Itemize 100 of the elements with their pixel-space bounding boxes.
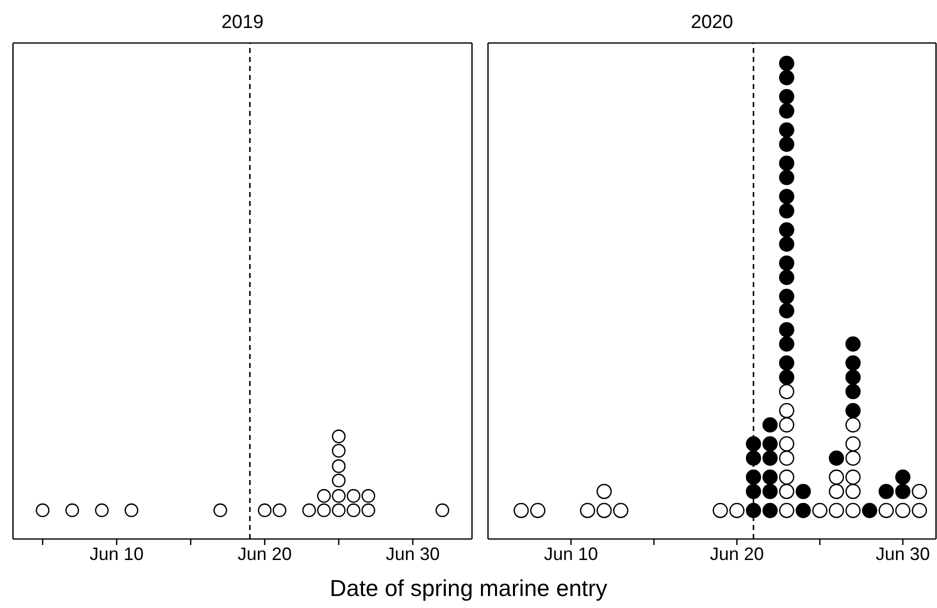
x-tick-label: Jun 20 xyxy=(710,544,764,564)
point xyxy=(762,436,778,452)
point xyxy=(712,502,728,518)
point xyxy=(332,459,346,474)
point xyxy=(779,103,794,119)
point xyxy=(845,502,861,518)
point xyxy=(746,436,762,452)
point xyxy=(514,502,529,518)
point xyxy=(779,436,794,452)
point xyxy=(779,322,794,338)
point xyxy=(213,503,228,518)
x-tick-label: Jun 30 xyxy=(386,544,440,564)
point xyxy=(828,470,844,485)
point xyxy=(779,417,794,432)
point xyxy=(828,502,844,518)
point xyxy=(796,484,811,500)
point xyxy=(746,450,762,466)
point xyxy=(762,470,778,485)
point xyxy=(779,188,794,204)
point xyxy=(302,503,316,518)
point xyxy=(779,402,794,418)
point xyxy=(845,402,861,418)
point xyxy=(94,503,109,518)
point xyxy=(845,370,861,385)
point xyxy=(779,256,794,271)
point xyxy=(845,417,861,432)
point xyxy=(779,502,794,518)
point xyxy=(762,484,778,500)
point xyxy=(779,136,794,152)
point xyxy=(779,70,794,86)
x-axis-title: Date of spring marine entry xyxy=(328,575,608,602)
point xyxy=(332,444,346,458)
point xyxy=(779,56,794,71)
point xyxy=(124,503,138,518)
point xyxy=(346,489,360,503)
point xyxy=(828,484,844,500)
point xyxy=(746,502,762,518)
point xyxy=(613,502,628,518)
point xyxy=(596,502,612,518)
point xyxy=(828,450,844,466)
point xyxy=(258,503,272,518)
point xyxy=(332,489,346,503)
point xyxy=(812,502,828,518)
point xyxy=(729,502,745,518)
point xyxy=(895,502,910,518)
point xyxy=(779,303,794,318)
point xyxy=(36,503,50,518)
point xyxy=(762,450,778,466)
point xyxy=(317,503,331,518)
point xyxy=(779,288,794,304)
point xyxy=(436,503,450,518)
point xyxy=(878,502,894,518)
point xyxy=(779,355,794,371)
point xyxy=(361,503,376,518)
point xyxy=(845,484,861,500)
x-tick-label: Jun 10 xyxy=(544,544,598,564)
point xyxy=(779,470,794,485)
point xyxy=(779,122,794,138)
point xyxy=(272,503,286,518)
point xyxy=(779,336,794,352)
point xyxy=(332,503,346,518)
point xyxy=(346,503,360,518)
point xyxy=(878,484,894,500)
point xyxy=(796,502,811,518)
point xyxy=(912,502,928,518)
point xyxy=(65,503,80,518)
point xyxy=(779,89,794,104)
point xyxy=(746,470,762,485)
point xyxy=(895,484,910,500)
point xyxy=(361,489,376,503)
point xyxy=(779,170,794,186)
point xyxy=(779,270,794,286)
point xyxy=(779,370,794,385)
point xyxy=(845,355,861,371)
point xyxy=(779,384,794,400)
point xyxy=(332,474,346,488)
point xyxy=(845,336,861,352)
x-tick-label: Jun 10 xyxy=(90,544,144,564)
x-tick-label: Jun 30 xyxy=(876,544,930,564)
point xyxy=(317,489,331,503)
x-tick-label: Jun 20 xyxy=(238,544,292,564)
point xyxy=(530,502,546,518)
point xyxy=(862,502,878,518)
point xyxy=(912,484,928,500)
point xyxy=(762,417,778,432)
chart-title: 2020 xyxy=(690,12,734,34)
point xyxy=(845,450,861,466)
point xyxy=(596,484,612,500)
point xyxy=(779,156,794,171)
point xyxy=(779,236,794,252)
point xyxy=(332,430,346,444)
point xyxy=(895,470,910,485)
point xyxy=(779,203,794,218)
point xyxy=(580,502,596,518)
point xyxy=(779,484,794,500)
point xyxy=(845,470,861,485)
point xyxy=(779,450,794,466)
point xyxy=(845,384,861,400)
point xyxy=(762,502,778,518)
chart-title: 2019 xyxy=(220,12,265,34)
